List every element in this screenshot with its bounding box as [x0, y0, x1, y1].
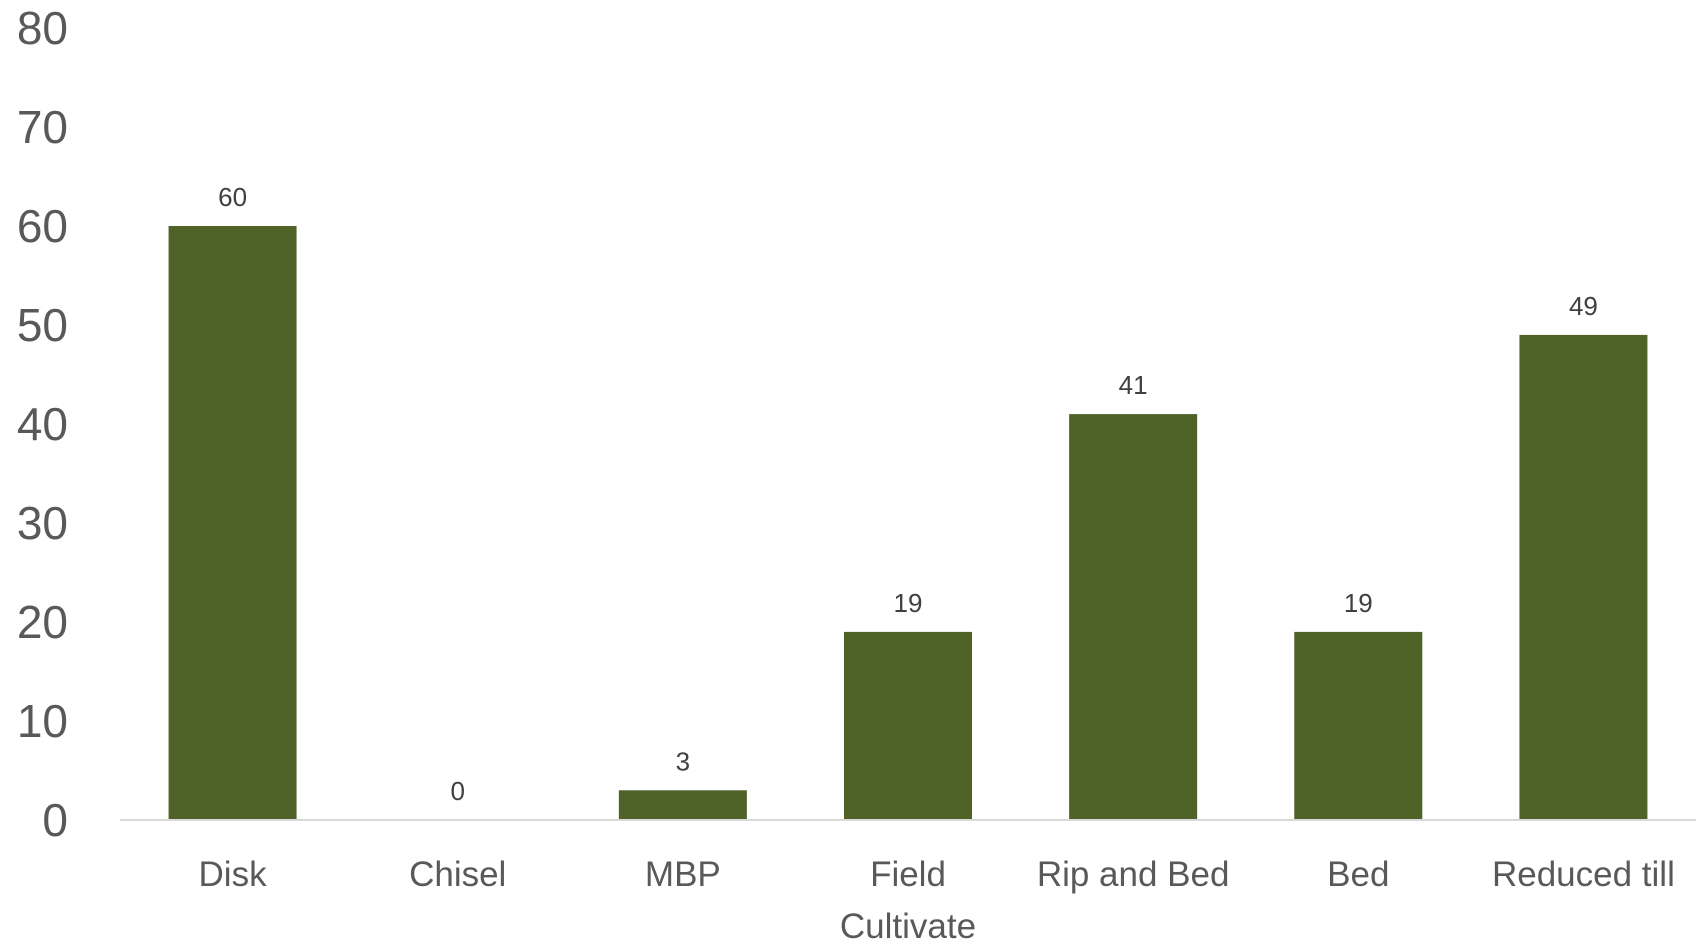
bar — [1294, 631, 1423, 820]
x-tick-label: Reduced till — [1492, 855, 1675, 894]
x-tick-label-line: Rip and Bed — [1037, 855, 1230, 894]
bar — [844, 631, 972, 820]
y-tick-label: 10 — [17, 695, 68, 747]
x-tick-label-line: Chisel — [409, 855, 506, 894]
data-labels: 60 0 3 19 41 19 49 — [218, 182, 1598, 806]
y-tick-label: 30 — [17, 497, 68, 549]
x-axis-ticks: Disk Chisel MBP Field Cultivate Rip and Bed Be… — [199, 855, 1675, 943]
y-tick-label: 60 — [17, 200, 68, 252]
data-label: 19 — [894, 588, 923, 618]
data-label: 60 — [218, 182, 247, 212]
y-tick-label: 40 — [17, 398, 68, 450]
y-tick-label: 80 — [17, 2, 68, 54]
data-label: 41 — [1119, 370, 1148, 400]
x-tick-label: Rip and Bed — [1037, 855, 1230, 894]
x-tick-label-line: Field — [870, 855, 946, 894]
x-tick-label-line: Bed — [1327, 855, 1389, 894]
x-tick-label: Disk — [199, 855, 268, 894]
y-tick-label: 50 — [17, 299, 68, 351]
bar — [1069, 414, 1198, 820]
x-tick-label: Bed — [1327, 855, 1389, 894]
bar — [168, 226, 297, 820]
x-tick-label: Field Cultivate — [840, 855, 976, 943]
x-tick-label-line: MBP — [645, 855, 721, 894]
data-label: 49 — [1569, 291, 1598, 321]
x-tick-label-line: Disk — [199, 855, 268, 894]
data-label: 3 — [676, 746, 690, 776]
y-tick-label: 70 — [17, 101, 68, 153]
bar — [1519, 334, 1648, 820]
x-tick-label: Chisel — [409, 855, 506, 894]
bars — [168, 226, 1648, 820]
y-tick-label: 0 — [42, 794, 68, 846]
y-axis-ticks: 0 10 20 30 40 50 60 70 80 — [17, 2, 68, 846]
data-label: 0 — [450, 776, 464, 806]
data-label: 19 — [1344, 588, 1373, 618]
x-tick-label: MBP — [645, 855, 721, 894]
x-tick-label-line: Reduced till — [1492, 855, 1675, 894]
bar — [618, 790, 747, 820]
y-tick-label: 20 — [17, 596, 68, 648]
x-tick-label-line: Cultivate — [840, 907, 976, 943]
